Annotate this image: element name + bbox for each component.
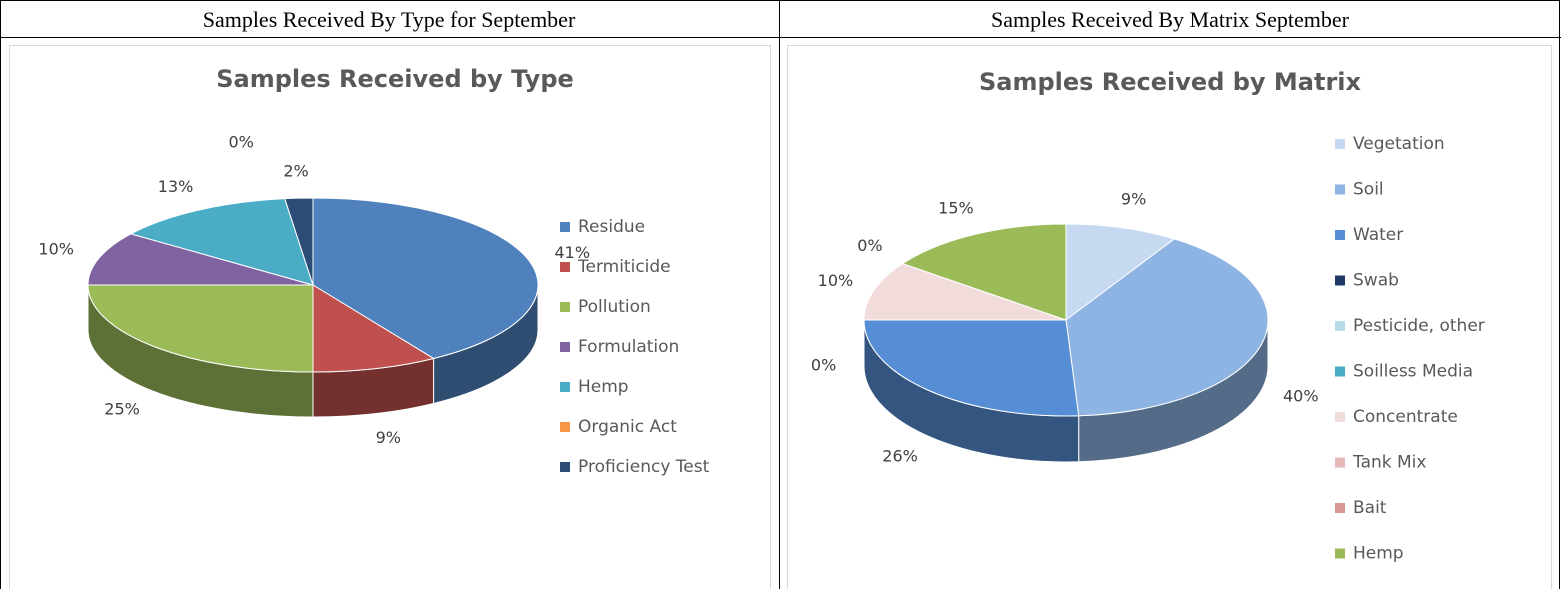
pie-slice — [87, 284, 314, 373]
legend-swatch — [560, 302, 570, 312]
legend-swatch — [560, 422, 570, 432]
legend-swatch — [560, 222, 570, 232]
data-label: 41% — [554, 243, 590, 262]
legend-label: Swab — [1353, 271, 1399, 291]
pie-slice — [312, 197, 539, 359]
data-label: 0% — [857, 236, 882, 255]
legend-swatch — [560, 462, 570, 472]
pie-slice — [1065, 223, 1176, 321]
legend-label: Residue — [578, 217, 645, 237]
legend-swatch — [560, 262, 570, 272]
data-label: 40% — [1283, 387, 1319, 406]
legend-label: Formulation — [578, 337, 679, 357]
legend-label: Pollution — [578, 297, 651, 317]
pie-slice — [863, 319, 1080, 417]
legend-swatch — [1335, 412, 1345, 422]
legend-label: Tank Mix — [1352, 453, 1426, 473]
data-label: 25% — [104, 399, 140, 418]
legend-swatch — [1335, 457, 1345, 468]
legend-label: Bait — [1353, 498, 1387, 518]
pie-slice — [901, 223, 1067, 321]
legend-label: Vegetation — [1353, 134, 1445, 154]
legend-swatch — [1335, 230, 1345, 240]
legend-label: Organic Act — [578, 417, 677, 437]
data-label: 0% — [811, 356, 836, 375]
pie-slice — [129, 198, 314, 286]
legend-label: Water — [1353, 225, 1403, 245]
legend-label: Proficiency Test — [578, 457, 710, 477]
legend-label: Concentrate — [1353, 407, 1458, 427]
legend-label: Hemp — [578, 377, 629, 397]
data-label: 2% — [283, 162, 308, 181]
pie-slice — [284, 197, 314, 286]
data-label: 10% — [818, 271, 854, 290]
legend-label: Termiticide — [577, 257, 671, 277]
legend-swatch — [1335, 184, 1345, 195]
chart-title: Samples Received by Matrix — [979, 68, 1362, 96]
legend-swatch — [560, 342, 570, 352]
data-label: 9% — [376, 428, 401, 447]
pie-slice — [87, 233, 314, 286]
legend-swatch — [1335, 366, 1345, 377]
pie-slice — [863, 263, 1067, 321]
legend-label: Pesticide, other — [1353, 316, 1485, 336]
chart-title: Samples Received by Type — [216, 65, 574, 93]
data-label: 10% — [38, 240, 74, 259]
legend-swatch — [1335, 275, 1345, 286]
legend-swatch — [1335, 321, 1345, 331]
header-cell: Samples Received By Matrix September — [991, 7, 1350, 32]
legend-label: Soilless Media — [1353, 362, 1473, 382]
data-label: 26% — [882, 446, 918, 465]
data-label: 15% — [938, 198, 974, 217]
legend-swatch — [1335, 503, 1345, 513]
data-label: 0% — [228, 132, 253, 151]
legend-label: Hemp — [1353, 544, 1404, 564]
pie-slice — [1065, 238, 1269, 417]
data-label: 13% — [158, 177, 194, 196]
legend-swatch — [1335, 139, 1345, 149]
header-cell: Samples Received By Type for September — [203, 7, 576, 32]
legend-label: Soil — [1353, 180, 1384, 200]
legend-swatch — [1335, 548, 1345, 559]
pie-slice — [312, 284, 435, 373]
data-label: 9% — [1121, 190, 1146, 209]
legend-swatch — [560, 382, 570, 392]
